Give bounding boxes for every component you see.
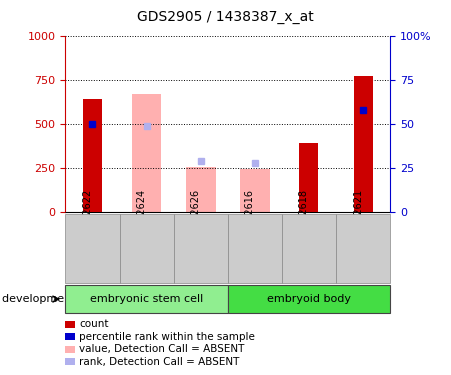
Bar <box>299 143 318 212</box>
Text: GSM72624: GSM72624 <box>137 189 147 242</box>
Text: GSM72626: GSM72626 <box>191 189 201 242</box>
Bar <box>132 94 161 212</box>
Text: percentile rank within the sample: percentile rank within the sample <box>79 332 255 342</box>
Bar <box>240 169 270 212</box>
Text: GSM72622: GSM72622 <box>83 189 92 242</box>
Text: GDS2905 / 1438387_x_at: GDS2905 / 1438387_x_at <box>137 10 314 24</box>
Bar <box>354 76 373 212</box>
Text: count: count <box>79 320 108 329</box>
Text: development stage: development stage <box>2 294 110 304</box>
Text: GSM72618: GSM72618 <box>299 189 309 242</box>
Text: embryoid body: embryoid body <box>267 294 351 304</box>
Text: GSM72621: GSM72621 <box>353 189 363 242</box>
Bar <box>186 167 216 212</box>
Bar <box>83 99 102 212</box>
Text: GSM72616: GSM72616 <box>245 189 255 242</box>
Text: rank, Detection Call = ABSENT: rank, Detection Call = ABSENT <box>79 357 239 366</box>
Text: embryonic stem cell: embryonic stem cell <box>90 294 203 304</box>
Text: value, Detection Call = ABSENT: value, Detection Call = ABSENT <box>79 344 244 354</box>
